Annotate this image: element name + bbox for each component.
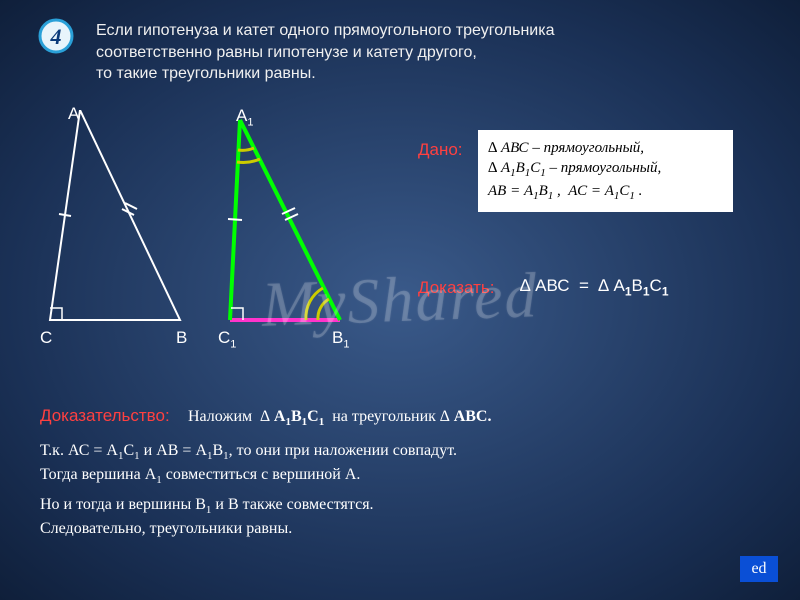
- triangles-diagram: А В С А1 В1 С1: [40, 110, 360, 370]
- triangle-abc: [50, 110, 180, 320]
- proof-line-3: Тогда вершина А1 совместиться с вершиной…: [40, 466, 360, 486]
- badge-number: 4: [50, 24, 62, 49]
- given-label: Дано:: [418, 140, 463, 160]
- theorem-line: Если гипотенуза и катет одного прямоугол…: [96, 20, 656, 42]
- proof-line-4: Но и тогда и вершины В1 и В также совмес…: [40, 496, 374, 516]
- vertex-label-c: С: [40, 328, 52, 348]
- prove-statement: ∆ АВС = ∆ А1В1С1: [520, 276, 669, 298]
- given-box: ∆ АВС – прямоугольный, ∆ А1В1С1 – прямоу…: [478, 130, 733, 212]
- vertex-label-a1: А1: [236, 106, 253, 128]
- proof-label: Доказательство:: [40, 406, 170, 426]
- vertex-label-b: В: [176, 328, 187, 348]
- step-badge: 4: [38, 18, 74, 54]
- theorem-text: Если гипотенуза и катет одного прямоугол…: [96, 20, 656, 85]
- vertex-label-b1: В1: [332, 328, 349, 350]
- vertex-label-c1: С1: [218, 328, 236, 350]
- given-line: ∆ А1В1С1 – прямоугольный,: [488, 158, 723, 181]
- vertex-label-a: А: [68, 104, 79, 124]
- theorem-line: то такие треугольники равны.: [96, 63, 656, 85]
- given-line: АВ = А1В1 , АС = А1С1 .: [488, 181, 723, 204]
- given-line: ∆ АВС – прямоугольный,: [488, 138, 723, 158]
- triangle-a1b1c1: [228, 120, 340, 320]
- proof-line-2: Т.к. АС = А1С1 и АВ = А1В1, то они при н…: [40, 442, 457, 462]
- proof-line-5: Следовательно, треугольники равны.: [40, 520, 292, 538]
- corner-logo: ed: [740, 556, 778, 582]
- proof-line-1: Наложим ∆ А1В1С1 на треугольник ∆ АВС.: [188, 408, 491, 428]
- theorem-line: соответственно равны гипотенузе и катету…: [96, 42, 656, 64]
- prove-label: Доказать:: [418, 278, 494, 298]
